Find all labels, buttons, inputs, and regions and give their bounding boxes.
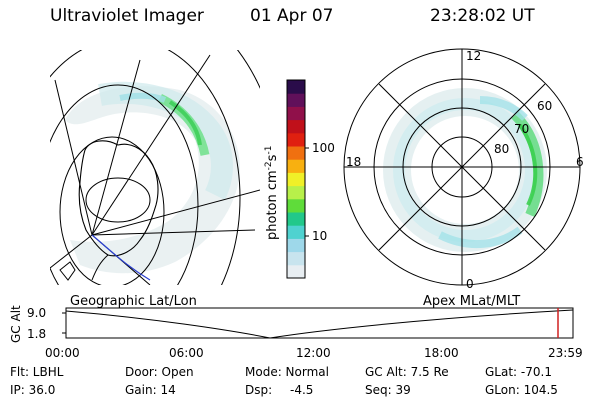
colorbar-block [287,198,305,213]
terminator-line [91,234,151,281]
colorbar-block [287,106,305,121]
colorbar-axis-label: photon cm-2s-1 [264,146,280,240]
polar-diagonal-2 [378,83,546,251]
info-dsp-value: -4.5 [290,383,314,397]
timeline-xtick-0000: 00:00 [45,346,80,360]
mlt-label-6: 6 [576,155,584,169]
info-door: Door: Open [125,365,194,379]
mlt-label-12: 12 [466,49,481,63]
colorbar-block [287,225,305,239]
timeline-xtick-2359: 23:59 [548,346,583,360]
auroral-oval-cyan-top [479,96,528,121]
info-seq: Seq: 39 [365,383,411,397]
timeline-axis-label: GC Alt [9,305,23,343]
colorbar-block [287,119,305,134]
auroral-oval-core [518,123,538,206]
geographic-map [50,50,260,285]
coastline-south-america [59,261,76,281]
colorbar-block [287,159,305,173]
info-gc-alt: GC Alt: 7.5 Re [365,365,449,379]
colorbar-block [287,172,305,187]
colorbar-label-10: 10 [312,229,327,243]
coastline-antarctica [78,140,159,257]
info-filter: Flt: LBHL [10,365,64,379]
colorbar-block [287,93,305,107]
mlat-label-60: 60 [537,99,552,113]
info-glat: GLat: -70.1 [485,365,552,379]
colorbar-block [287,185,305,200]
colorbar-block [287,264,305,279]
auroral-oval-bright [511,111,544,217]
timeline-xtick-0600: 06:00 [169,346,204,360]
timeline-xtick-1200: 12:00 [296,346,331,360]
altitude-curve [65,309,574,339]
colorbar-block [287,238,305,253]
colorbar-blocks [287,80,305,279]
date: 01 Apr 07 [250,6,334,26]
timeline-ytick-9: 9.0 [27,306,46,320]
colorbar-frame [286,79,306,279]
aurora-band-outer [98,81,233,200]
colorbar: 100 10 photon cm-2s-1 [264,79,335,279]
colorbar-block [287,251,305,266]
timeline-plot: 9.0 1.8 GC Alt 00:00 06:00 12:00 18:00 2… [9,305,583,360]
timeline-xtick-1800: 18:00 [424,346,459,360]
colorbar-block [287,132,305,147]
info-ip: IP: 36.0 [10,383,56,397]
timeline-ytick-1.8: 1.8 [27,327,46,341]
mlat-label-70: 70 [514,122,529,136]
info-dsp-label: Dsp: [245,383,273,397]
auroral-oval [393,98,537,242]
info-mode: Mode: Normal [245,365,329,379]
title: Ultraviolet Imager [50,6,204,26]
mlat-label-80: 80 [494,142,509,156]
colorbar-block [287,80,305,94]
mlt-label-0: 0 [466,277,474,291]
coastline-peninsula [91,254,109,281]
time: 23:28:02 UT [430,6,535,26]
mlt-label-18: 18 [346,155,361,169]
colorbar-block [287,146,305,160]
aurora-core [168,100,202,146]
aurora-cyan-patch [119,92,167,103]
timeline-frame [65,307,574,339]
info-gain: Gain: 14 [125,383,176,397]
geographic-label: Geographic Lat/Lon [70,294,197,309]
apex-label: Apex MLat/MLT [423,294,520,309]
colorbar-label-100: 100 [312,141,335,155]
polar-plot: 12 0 18 6 60 70 80 [343,48,584,291]
info-glon: GLon: 104.5 [485,383,558,397]
colorbar-block [287,212,305,226]
auroral-oval-cyan [438,226,523,249]
